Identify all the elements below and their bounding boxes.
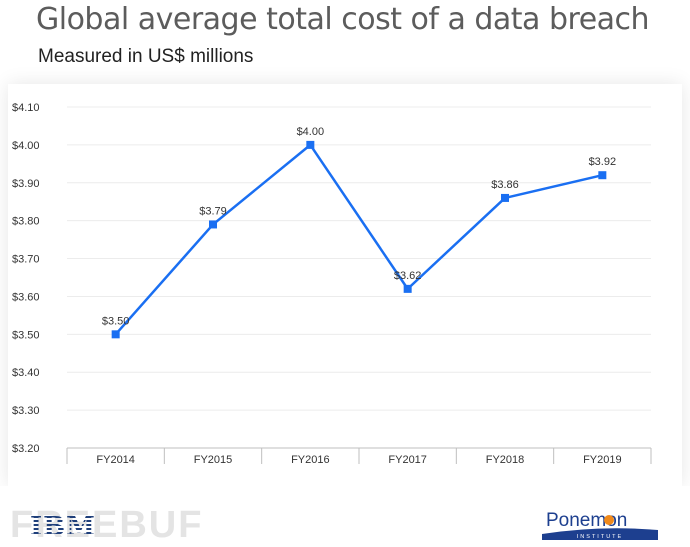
data-point: [111, 330, 120, 339]
data-point: [501, 193, 509, 202]
y-tick-label: $3.40: [12, 367, 40, 379]
data-label: $3.79: [199, 205, 227, 217]
data-point: [209, 220, 217, 229]
y-tick-label: $3.80: [12, 216, 40, 228]
x-tick-label: FY2018: [486, 454, 525, 466]
freebuf-watermark: FREEBUF: [10, 504, 204, 546]
x-tick-label: FY2017: [388, 454, 427, 466]
data-label: $3.50: [102, 315, 130, 327]
line-chart: $3.20 $3.30 $3.40 $3.50 $3.60 $3.70 $3.80 $3.90…: [12, 102, 652, 466]
series-line: [114, 143, 603, 336]
ibm-logo: IBM: [30, 512, 96, 542]
y-tick-label: $3.70: [12, 254, 40, 266]
x-tick-label: FY2014: [96, 454, 135, 466]
data-label: $3.62: [394, 270, 422, 282]
chart-title: Global average total cost of a data brea…: [36, 2, 650, 37]
y-tick-label: $3.20: [12, 443, 40, 455]
x-tick-label: FY2016: [291, 454, 330, 466]
y-tick-label: $3.60: [12, 291, 40, 303]
y-tick-label: $3.30: [12, 405, 40, 417]
data-point: [598, 171, 607, 180]
data-point: [403, 284, 412, 293]
ponemon-swoosh-icon: [542, 528, 658, 540]
ponemon-text: Ponemon: [546, 510, 627, 531]
chart-panel: $3.20 $3.30 $3.40 $3.50 $3.60 $3.70 $3.80 $3.90…: [8, 84, 682, 486]
chart-subtitle: Measured in US$ millions: [38, 46, 254, 67]
y-tick-label: $4.00: [12, 140, 40, 152]
x-tick-label: FY2019: [583, 454, 622, 466]
data-label: $4.00: [297, 126, 325, 138]
y-tick-label: $3.50: [12, 329, 40, 341]
data-label: $3.86: [491, 179, 519, 191]
ponemon-dot-icon: [604, 515, 614, 525]
data-point: [306, 140, 315, 149]
y-tick-label: $3.90: [12, 178, 40, 190]
data-label: $3.92: [589, 156, 617, 168]
x-tick-label: FY2015: [194, 454, 233, 466]
y-tick-label: $4.10: [12, 102, 40, 114]
ponemon-logo: Ponemon INSTITUTE: [542, 510, 658, 540]
ponemon-institute-text: INSTITUTE: [577, 534, 623, 540]
